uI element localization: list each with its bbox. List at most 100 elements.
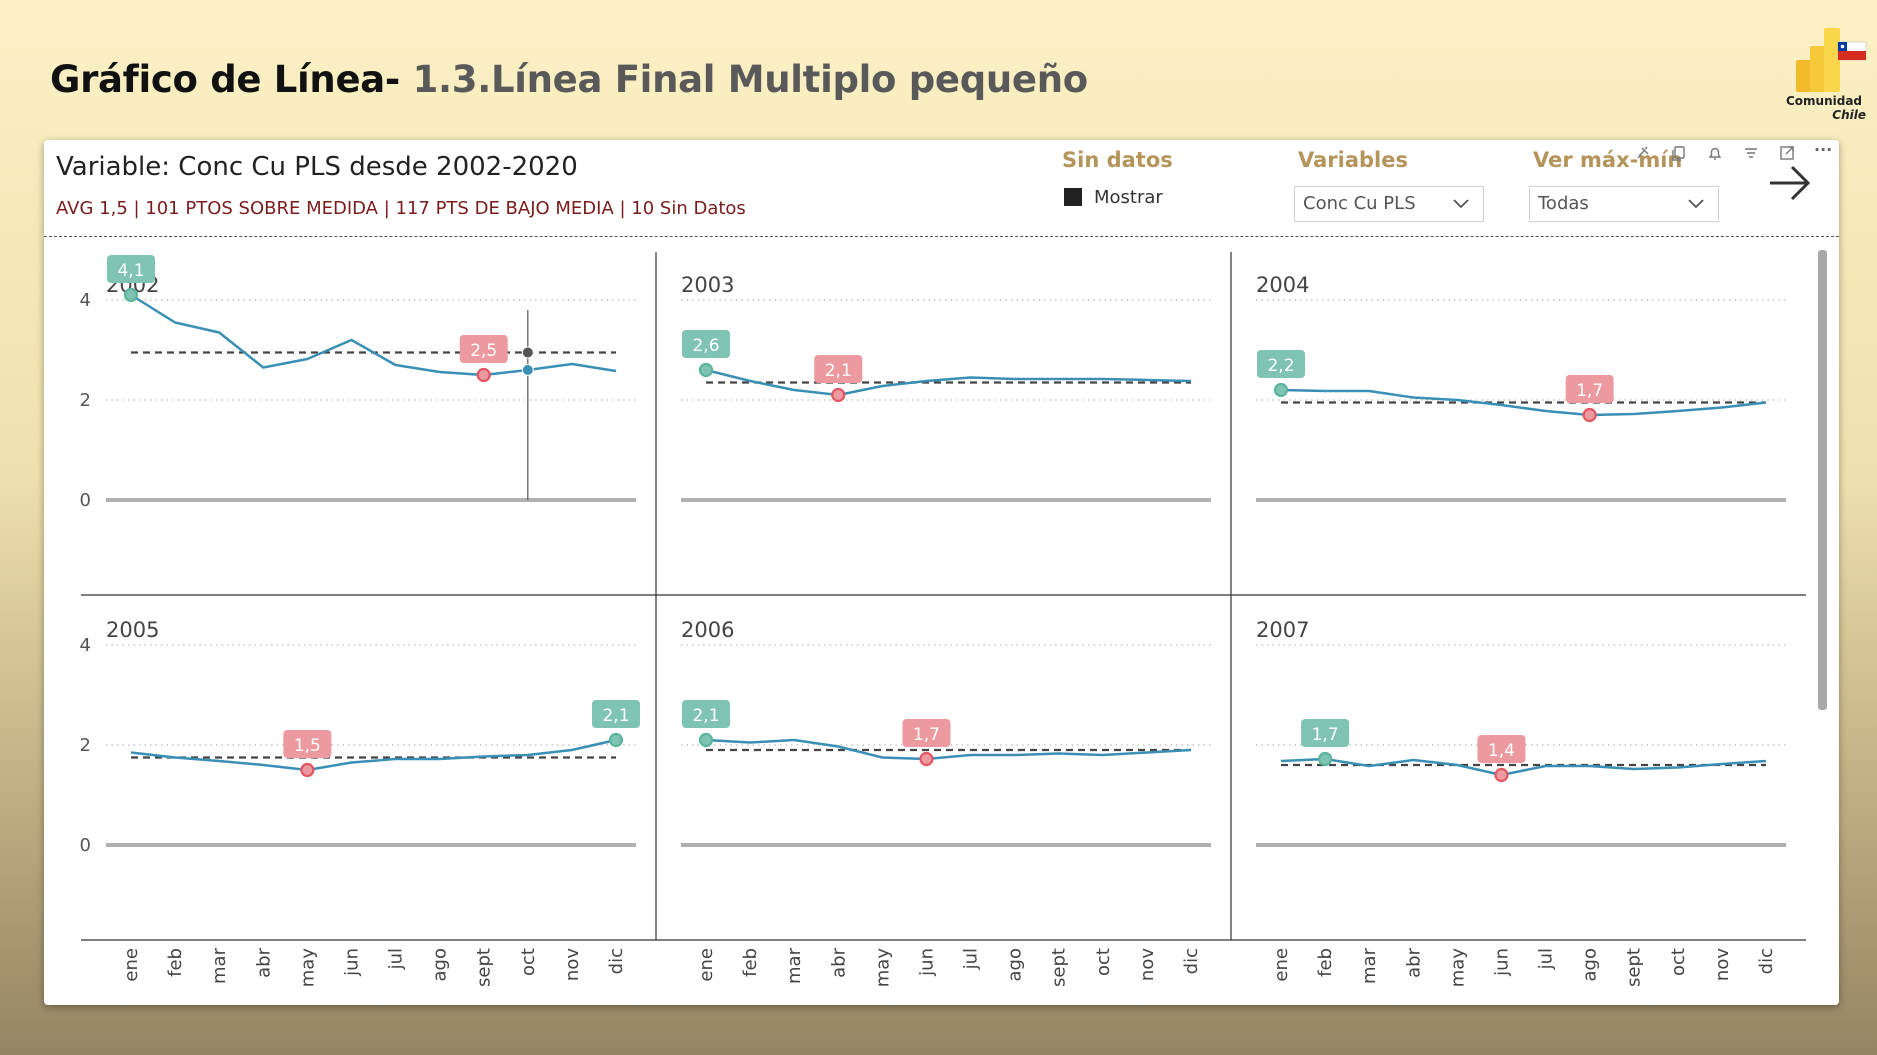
panel-year-label: 2007 — [1256, 618, 1309, 642]
ver-max-min-dropdown[interactable]: Todas — [1529, 186, 1719, 222]
min-point — [300, 762, 315, 778]
x-tick-label: ago — [1005, 948, 1026, 981]
logo-line-1: Comunidad — [1785, 94, 1863, 108]
y-tick-label: 0 — [80, 490, 91, 511]
arrow-right-icon[interactable] — [1764, 158, 1814, 208]
x-tick-label: abr — [1403, 947, 1424, 977]
page-title-bold: Gráfico de Línea- — [50, 58, 400, 101]
max-data-label: 2,1 — [602, 706, 629, 726]
max-label-box — [592, 700, 640, 728]
min-data-label: 1,4 — [1488, 741, 1515, 761]
min-data-label: 2,1 — [825, 361, 852, 381]
max-data-label: 2,6 — [692, 336, 719, 356]
y-tick-label: 0 — [80, 835, 91, 856]
series-line — [705, 368, 1192, 397]
filter-icon[interactable] — [1742, 144, 1760, 162]
mostrar-checkbox[interactable]: Mostrar — [1064, 187, 1163, 208]
min-point — [831, 387, 846, 403]
x-tick-label: nov — [1137, 948, 1158, 981]
pin-icon[interactable] — [1634, 144, 1652, 162]
x-tick-label: ago — [1580, 948, 1601, 981]
copy-icon[interactable] — [1670, 144, 1688, 162]
max-label-box — [1257, 350, 1305, 378]
ver-max-min-label: Ver máx-mín — [1533, 148, 1683, 172]
bell-icon[interactable] — [1706, 144, 1724, 162]
logo-text: Comunidad Chile — [1776, 94, 1872, 122]
more-options-icon[interactable]: ··· — [1814, 140, 1833, 159]
min-label-box — [283, 730, 332, 758]
stats-summary: AVG 1,5 | 101 PTOS SOBRE MEDIDA | 117 PT… — [56, 198, 746, 219]
x-tick-label: may — [872, 948, 893, 988]
x-tick-label: abr — [828, 947, 849, 977]
x-tick-label: dic — [1756, 948, 1777, 974]
x-tick-label: ene — [121, 948, 142, 982]
series-line — [1280, 388, 1767, 417]
x-tick-label: jun — [916, 948, 937, 977]
series-line — [705, 738, 1192, 761]
x-tick-label: nov — [1712, 948, 1733, 981]
variables-label: Variables — [1298, 148, 1408, 172]
page-title-sub: 1.3.Línea Final Multiplo pequeño — [399, 58, 1089, 101]
y-tick-label: 2 — [80, 735, 91, 756]
min-data-label: 1,5 — [294, 736, 321, 756]
variable-title: Variable: Conc Cu PLS desde 2002-2020 — [56, 152, 578, 182]
max-label-box — [1301, 719, 1350, 747]
x-tick-label: nov — [562, 948, 583, 981]
x-tick-label: dic — [1181, 948, 1202, 974]
series-line — [130, 293, 617, 377]
panel-year-label: 2005 — [106, 618, 159, 642]
max-data-label: 4,1 — [117, 261, 144, 281]
x-tick-label: sept — [1624, 948, 1645, 987]
panel-year-label: 2006 — [681, 618, 734, 642]
max-point — [698, 732, 714, 748]
x-tick-label: sept — [474, 948, 495, 987]
x-tick-label: oct — [1093, 948, 1114, 976]
x-tick-label: ene — [1271, 948, 1292, 982]
x-tick-label: jul — [1536, 948, 1557, 970]
x-tick-label: feb — [165, 948, 186, 977]
x-tick-label: dic — [606, 948, 627, 974]
min-point — [1494, 767, 1509, 783]
panel-year-label: 2003 — [681, 273, 734, 297]
hover-avg-point — [521, 346, 534, 359]
x-tick-label: oct — [1668, 948, 1689, 976]
min-point — [919, 751, 934, 767]
variables-value: Conc Cu PLS — [1303, 193, 1416, 214]
logo-line-2: Chile — [1832, 108, 1866, 122]
x-tick-label: jun — [341, 948, 362, 977]
max-point — [608, 732, 624, 748]
visual-card: Variable: Conc Cu PLS desde 2002-2020 AV… — [44, 140, 1839, 1005]
ver-max-min-value: Todas — [1538, 193, 1589, 214]
x-tick-label: jul — [386, 948, 407, 970]
min-label-box — [1477, 735, 1526, 763]
panel-year-label: 2004 — [1256, 273, 1309, 297]
header-separator — [44, 236, 1839, 237]
min-label-box — [814, 355, 863, 383]
max-point — [1317, 751, 1333, 767]
y-tick-label: 4 — [80, 290, 91, 311]
y-tick-label: 2 — [80, 390, 91, 411]
x-tick-label: jul — [961, 948, 982, 970]
chevron-down-icon — [1453, 199, 1469, 209]
x-tick-label: jun — [1491, 948, 1512, 977]
x-tick-label: mar — [209, 947, 230, 984]
max-data-label: 2,2 — [1267, 356, 1294, 376]
min-label-box — [1565, 375, 1614, 403]
series-line — [1280, 757, 1767, 777]
x-tick-label: mar — [784, 947, 805, 984]
series-line — [130, 738, 617, 772]
vertical-scrollbar[interactable] — [1818, 250, 1827, 710]
x-tick-label: ago — [430, 948, 451, 981]
max-point — [1273, 382, 1289, 398]
x-tick-label: may — [297, 948, 318, 988]
focus-mode-icon[interactable] — [1778, 144, 1796, 162]
variables-dropdown[interactable]: Conc Cu PLS — [1294, 186, 1484, 222]
checkbox-icon[interactable] — [1064, 188, 1082, 206]
max-label-box — [682, 700, 730, 728]
min-data-label: 2,5 — [470, 341, 497, 361]
max-data-label: 2,1 — [692, 706, 719, 726]
max-label-box — [682, 330, 730, 358]
chevron-down-icon — [1688, 199, 1704, 209]
x-tick-label: ene — [696, 948, 717, 982]
powerbi-flag-icon — [1796, 28, 1867, 92]
